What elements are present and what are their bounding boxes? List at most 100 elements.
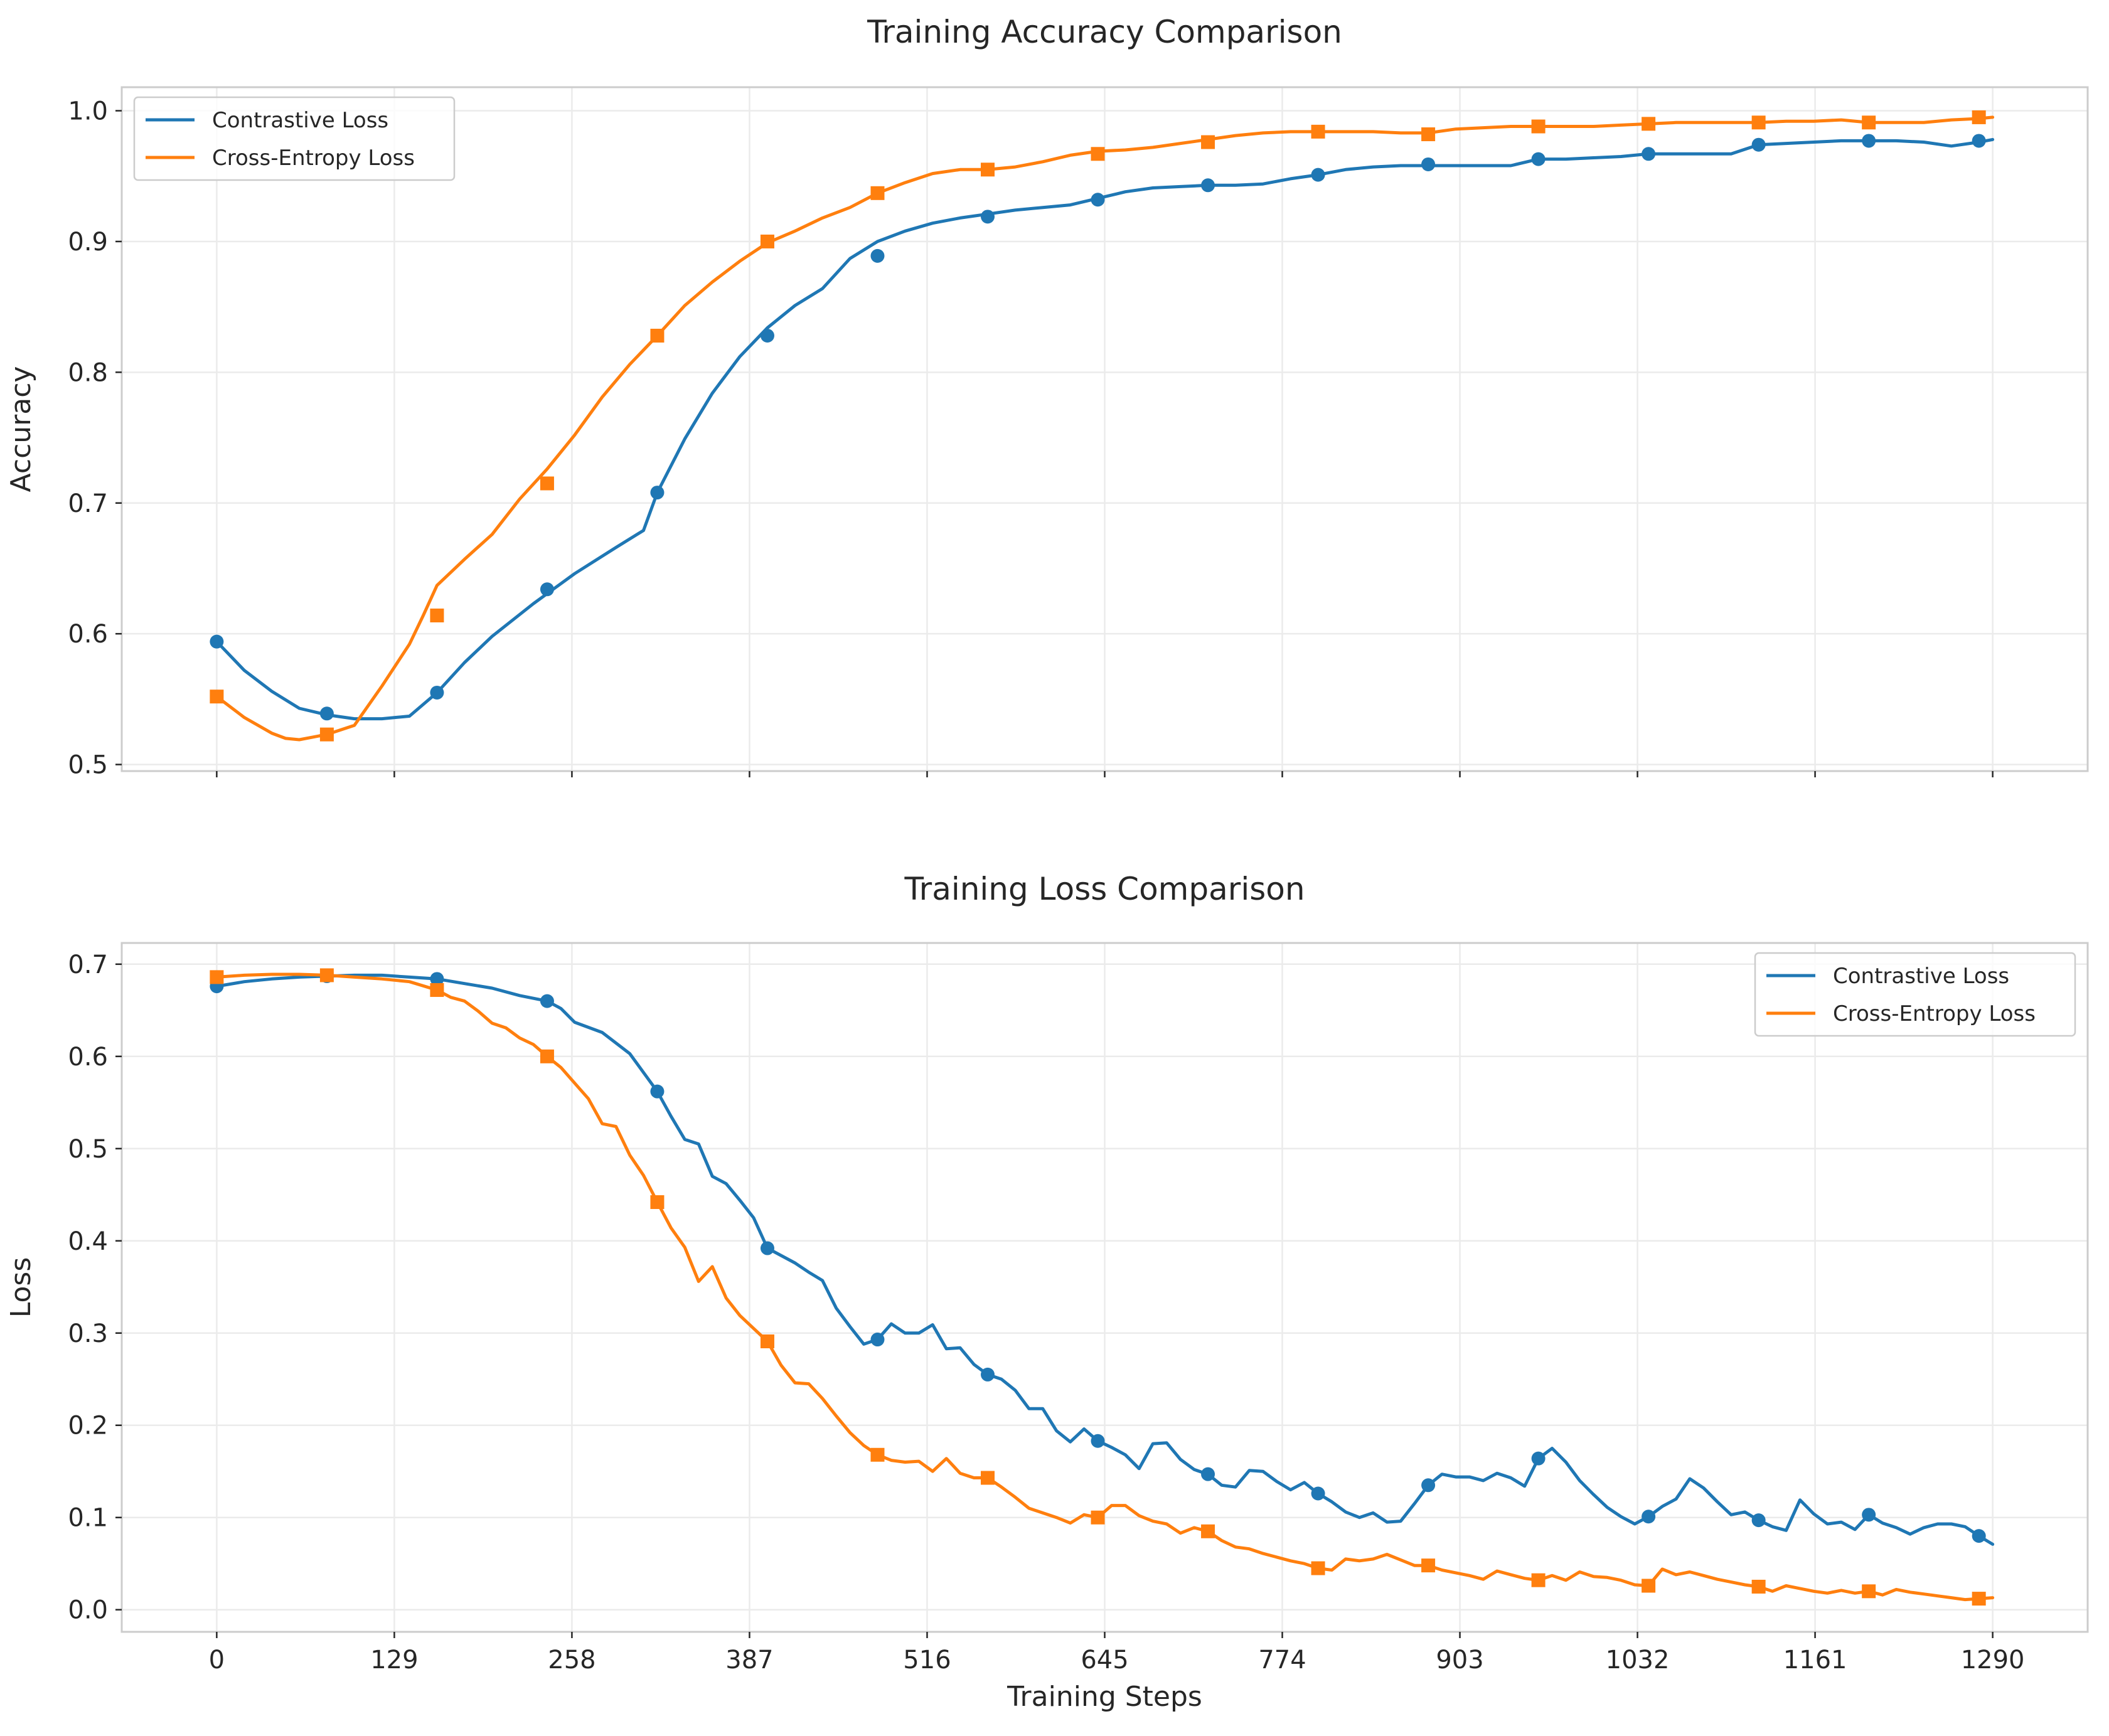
data-point [650, 1084, 665, 1099]
data-point [650, 1195, 665, 1210]
legend-label: Contrastive Loss [1833, 964, 2009, 989]
data-point [430, 685, 444, 700]
series-line [215, 972, 1995, 1602]
data-point [981, 210, 995, 224]
data-point [430, 972, 444, 986]
data-point [1751, 1579, 1766, 1594]
data-point [210, 970, 224, 984]
legend-label: Cross-Entropy Loss [212, 146, 415, 171]
data-point [1862, 134, 1876, 148]
chart-panel-2: 0.0 0.1 0.2 0.3 0.4 0.5 0.6 0.7 0 129 258 387 516 645… [5, 871, 2089, 1713]
data-point [1642, 1510, 1656, 1524]
data-point [1311, 124, 1325, 139]
data-point [540, 476, 554, 491]
data-point [1091, 193, 1105, 207]
y-tick-label: 0.5 [68, 1135, 108, 1164]
data-point [430, 608, 444, 622]
series-line [215, 115, 1995, 742]
chart-title: Training Loss Comparison [904, 871, 1305, 907]
data-point [319, 727, 334, 742]
x-tick-label: 903 [1436, 1646, 1483, 1675]
data-point [1862, 1584, 1876, 1599]
x-tick-label: 129 [370, 1646, 418, 1675]
series-line [215, 137, 1995, 721]
data-point [1642, 147, 1656, 161]
data-point [870, 186, 885, 200]
legend-box [133, 96, 456, 181]
data-point [1421, 157, 1436, 171]
y-tick-label: 0.3 [68, 1319, 108, 1348]
data-point [1751, 1513, 1766, 1528]
data-point [760, 234, 774, 248]
data-point [1642, 1579, 1656, 1593]
data-point [540, 1049, 554, 1063]
data-point [319, 968, 334, 982]
x-tick-label: 774 [1258, 1646, 1306, 1675]
data-point [760, 1334, 774, 1348]
data-point [319, 706, 334, 721]
data-point [1201, 135, 1215, 149]
data-point [210, 634, 224, 649]
data-point [1972, 110, 1986, 124]
data-point [1311, 1486, 1325, 1501]
data-point [1531, 119, 1546, 134]
data-point [1972, 134, 1986, 148]
data-point [1751, 115, 1766, 130]
data-point [1201, 1524, 1215, 1538]
data-point [540, 582, 554, 597]
y-axis-label: Loss [5, 1257, 37, 1318]
x-tick-label: 645 [1081, 1646, 1128, 1675]
chart-panel-1: 0.5 0.6 0.7 0.8 0.9 1.0 Training Accuracy Comp… [5, 14, 2089, 780]
legend-label: Cross-Entropy Loss [1833, 1001, 2036, 1026]
legend: Contrastive Loss Cross-Entropy Loss [133, 96, 456, 181]
series-2 [210, 110, 1995, 742]
y-tick-label: 0.1 [68, 1504, 108, 1533]
series-2 [210, 968, 1995, 1606]
data-point [540, 994, 554, 1008]
chart-title: Training Accuracy Comparison [867, 14, 1342, 50]
data-point [1642, 117, 1656, 131]
y-tick-label: 0.5 [68, 751, 108, 780]
x-tick-label: 0 [209, 1646, 225, 1675]
data-point [1862, 115, 1876, 130]
x-tick-label: 1161 [1783, 1646, 1847, 1675]
data-point [1311, 1561, 1325, 1575]
x-tick-label: 1290 [1961, 1646, 2025, 1675]
x-tick-label: 516 [903, 1646, 951, 1675]
data-point [430, 982, 444, 997]
data-point [981, 1471, 995, 1485]
data-point [760, 328, 774, 343]
data-point [210, 690, 224, 704]
x-tick-label: 387 [725, 1646, 773, 1675]
data-point [1531, 1451, 1546, 1466]
y-tick-label: 0.8 [68, 358, 108, 387]
data-point [1311, 168, 1325, 182]
data-point [1421, 127, 1436, 142]
data-point [1862, 1508, 1876, 1522]
x-axis-label: Training Steps [1006, 1681, 1202, 1713]
y-tick-label: 0.6 [68, 1043, 108, 1072]
data-point [1972, 1592, 1986, 1606]
x-tick-label: 258 [548, 1646, 595, 1675]
y-tick-label: 0.4 [68, 1227, 108, 1256]
data-point [1972, 1529, 1986, 1543]
y-tick-label: 0.7 [68, 951, 108, 979]
y-tick-label: 0.9 [68, 228, 108, 257]
series-1 [210, 969, 1995, 1546]
data-point [1531, 1573, 1546, 1587]
series-line [215, 973, 1995, 1546]
data-point [870, 1447, 885, 1462]
data-point [1421, 1478, 1436, 1493]
data-point [1091, 1510, 1105, 1525]
x-tick-label: 1032 [1606, 1646, 1670, 1675]
data-point [1091, 1434, 1105, 1448]
y-tick-label: 0.6 [68, 620, 108, 649]
data-point [1531, 152, 1546, 166]
data-point [1421, 1558, 1436, 1573]
legend-label: Contrastive Loss [212, 108, 388, 133]
data-point [1201, 1467, 1215, 1481]
data-point [650, 486, 665, 500]
data-point [981, 162, 995, 177]
